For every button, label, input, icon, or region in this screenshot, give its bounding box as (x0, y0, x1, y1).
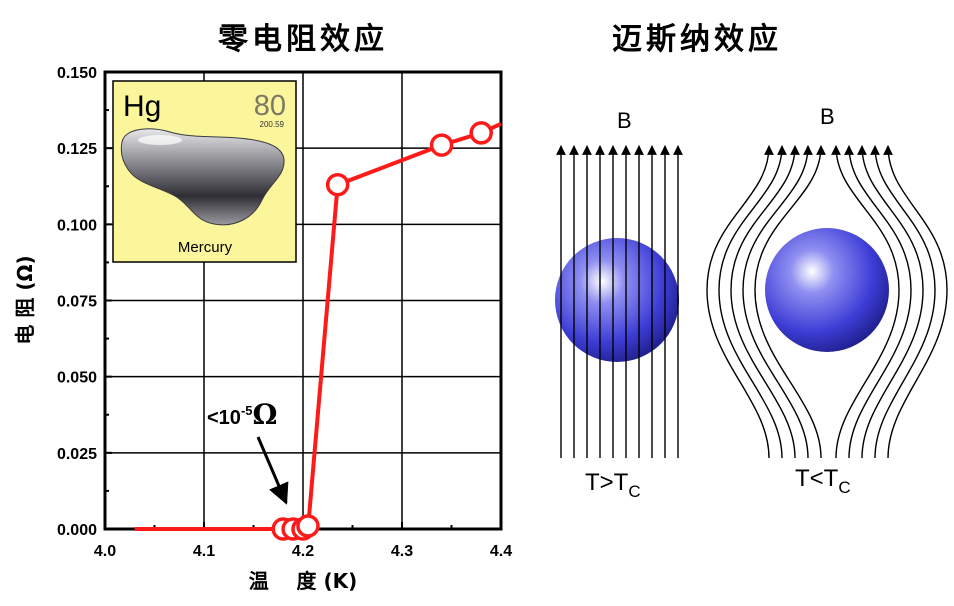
x-tick-label: 4.3 (391, 543, 413, 560)
x-tick-label: 4.2 (292, 543, 314, 560)
meissner-diagram: B B T>TC T<TC (555, 104, 948, 501)
left-field-label: B (617, 108, 632, 133)
field-line (831, 145, 900, 459)
x-tick-labels: 4.0 4.1 4.2 4.3 4.4 (94, 543, 512, 560)
y-tick-label: 0.000 (57, 522, 97, 539)
data-point (325, 172, 350, 197)
y-tick-labels: 0.000 0.025 0.050 0.075 0.100 0.125 0.150 (57, 65, 97, 539)
x-tick-label: 4.0 (94, 543, 116, 560)
field-line (706, 145, 774, 459)
meissner-effect-title: 迈斯纳效应 (612, 22, 782, 57)
mercury-droplet-image (120, 128, 285, 226)
field-line (754, 145, 826, 459)
field-line (718, 145, 787, 459)
field-line (883, 145, 948, 459)
annotation-base: <10 (207, 407, 241, 429)
resistance-annotation: <10-5Ω (207, 398, 289, 505)
field-line (844, 145, 912, 459)
x-tick-label: 4.1 (193, 543, 215, 560)
annotation-label: <10-5Ω (207, 398, 277, 431)
y-tick-label: 0.025 (57, 446, 97, 463)
y-axis-label: 电 阻 (Ω) (13, 255, 37, 344)
annotation-exponent: -5 (241, 403, 253, 418)
left-condition-label: T>TC (585, 469, 641, 501)
right-condition-main: T<T (795, 465, 839, 492)
y-tick-label: 0.050 (57, 370, 97, 387)
x-tick-label: 4.4 (490, 543, 512, 560)
y-tick-label: 0.125 (57, 141, 97, 158)
element-symbol: Hg (123, 90, 161, 123)
right-sphere (765, 228, 889, 352)
y-tick-label: 0.100 (57, 217, 97, 234)
atomic-number: 80 (254, 90, 286, 122)
right-condition-label: T<TC (795, 465, 851, 497)
left-field-lines (556, 145, 683, 458)
left-condition-sub: C (628, 482, 640, 501)
field-line (870, 145, 936, 459)
field-line (742, 145, 813, 459)
data-markers (271, 121, 493, 541)
data-point (429, 133, 454, 157)
resistance-chart: 4.0 4.1 4.2 4.3 4.4 0.000 0.025 0.050 0.075 0.10… (13, 65, 512, 593)
y-tick-label: 0.075 (57, 294, 97, 311)
atomic-mass: 200.59 (260, 120, 285, 129)
field-line (857, 145, 924, 459)
right-field-label: B (820, 104, 835, 129)
annotation-arrow (256, 436, 289, 505)
annotation-unit: Ω (253, 398, 278, 431)
zero-resistance-title: 零电阻效应 (218, 22, 388, 57)
x-axis-label: 温 度 (K) (249, 569, 358, 593)
right-field-lines (706, 145, 948, 459)
left-condition-main: T>T (585, 469, 629, 496)
left-sphere (555, 238, 679, 362)
mercury-element-card: Hg 80 200.59 Mercury (112, 80, 297, 263)
element-name: Mercury (178, 239, 233, 256)
y-tick-label: 0.150 (57, 65, 97, 82)
right-condition-sub: C (838, 478, 850, 497)
field-line (730, 145, 800, 459)
data-point (296, 514, 320, 538)
data-point (469, 121, 493, 145)
mercury-highlight (138, 135, 182, 145)
